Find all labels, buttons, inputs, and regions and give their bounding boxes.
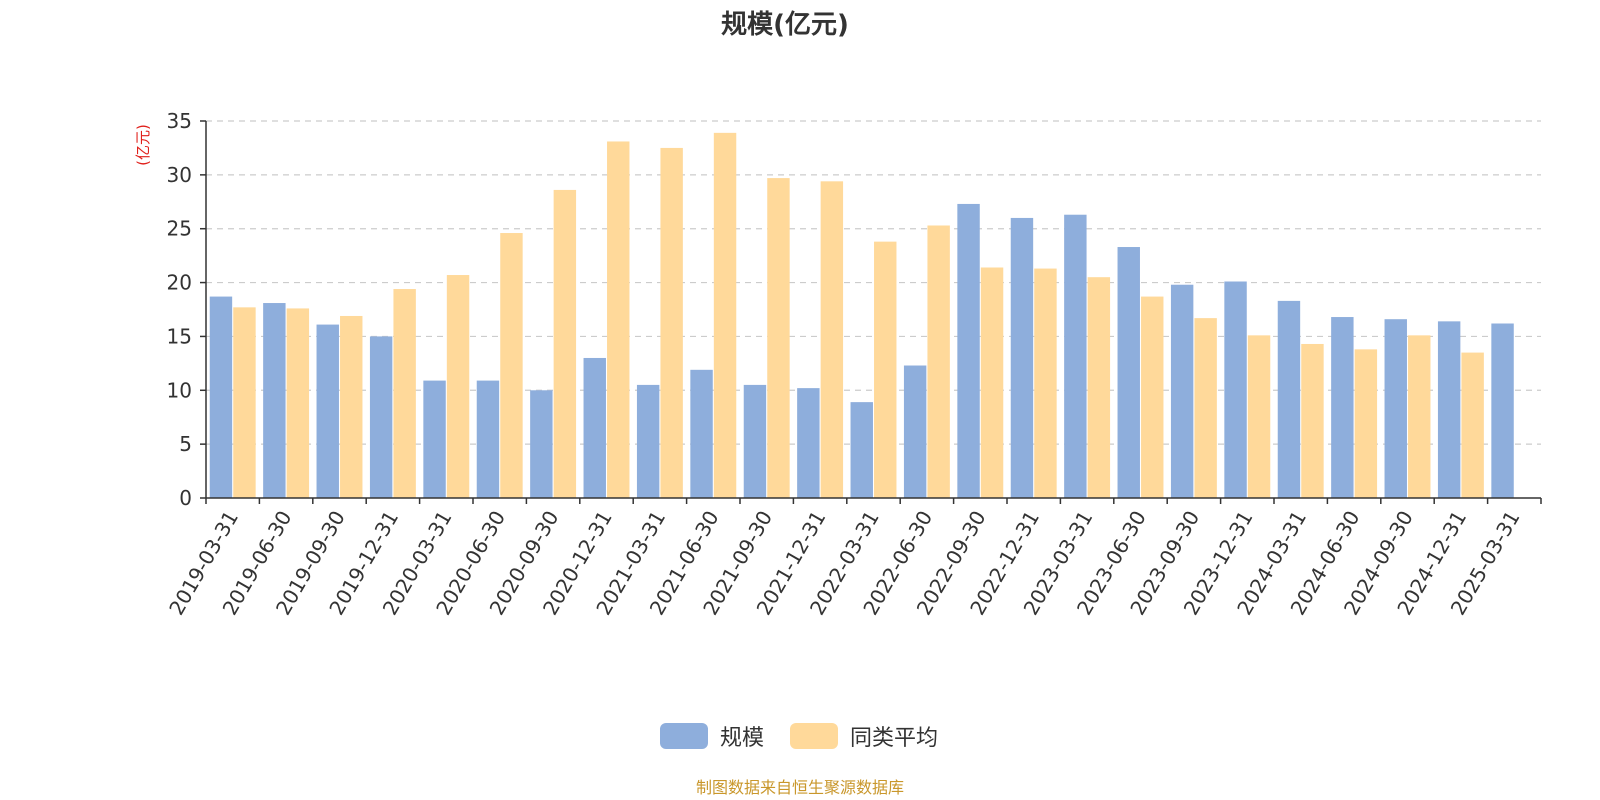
- y-tick-label: 20: [167, 271, 192, 295]
- bar-category-average: [713, 132, 737, 498]
- bar-category-average: [1301, 343, 1324, 498]
- data-source-note: 制图数据来自恒生聚源数据库: [696, 778, 904, 797]
- bar-scale: [1010, 217, 1034, 498]
- bar-category-average: [1408, 335, 1431, 498]
- bar-scale: [423, 380, 446, 498]
- y-tick-label: 15: [167, 324, 192, 348]
- bar-scale: [369, 336, 393, 498]
- bar-category-average: [286, 308, 310, 498]
- bar-category-average: [874, 241, 897, 498]
- bar-scale: [743, 384, 767, 498]
- legend-label: 同类平均: [850, 726, 938, 751]
- bar-scale: [797, 388, 820, 498]
- bar-category-average: [980, 267, 1004, 498]
- bar-scale: [583, 357, 606, 498]
- bar-category-average: [1087, 277, 1111, 498]
- bar-scale: [1224, 281, 1247, 498]
- bar-scale: [1437, 321, 1461, 498]
- bar-scale: [1170, 284, 1194, 498]
- bar-scale: [636, 384, 660, 498]
- y-tick-label: 5: [179, 432, 192, 456]
- legend-swatch: [790, 723, 838, 749]
- bar-category-average: [446, 275, 470, 498]
- bars: [209, 132, 1514, 499]
- y-tick-label: 0: [179, 486, 192, 510]
- bar-category-average: [340, 315, 363, 498]
- y-axis-label: (亿元): [134, 124, 152, 166]
- bar-category-average: [1461, 352, 1484, 498]
- bar-scale: [1277, 300, 1301, 498]
- bar-category-average: [1141, 296, 1164, 498]
- bar-scale: [476, 380, 500, 498]
- bar-category-average: [393, 289, 416, 498]
- bar-scale: [1331, 317, 1354, 498]
- bar-category-average: [820, 181, 844, 498]
- legend-label: 规模: [720, 726, 764, 751]
- bar-scale: [316, 324, 339, 498]
- bar-category-average: [660, 147, 683, 498]
- bar-scale: [850, 402, 873, 498]
- legend-swatch: [660, 723, 708, 749]
- bar-scale: [530, 390, 553, 498]
- bar-category-average: [1194, 318, 1217, 498]
- bar-scale: [1491, 323, 1514, 498]
- legend: 规模 同类平均: [660, 723, 938, 751]
- chart-title: 规模(亿元): [721, 10, 849, 40]
- bar-category-average: [233, 307, 256, 498]
- bar-category-average: [927, 225, 950, 499]
- bar-scale: [1064, 214, 1087, 498]
- bar-category-average: [1354, 349, 1378, 498]
- bar-scale: [209, 296, 233, 498]
- y-tick-label: 10: [167, 378, 192, 402]
- bar-category-average: [767, 178, 790, 499]
- bar-scale: [1117, 247, 1140, 498]
- bar-category-average: [607, 141, 630, 499]
- bar-scale: [957, 203, 980, 498]
- y-tick-label: 35: [167, 109, 192, 133]
- bar-scale: [263, 303, 286, 498]
- bar-category-average: [553, 189, 577, 499]
- bar-scale: [690, 369, 713, 498]
- bar-category-average: [1247, 335, 1271, 498]
- bar-category-average: [1034, 268, 1057, 498]
- y-tick-label: 25: [167, 217, 192, 241]
- y-tick-label: 30: [167, 163, 192, 187]
- bar-scale: [1384, 319, 1407, 498]
- bar-category-average: [500, 233, 523, 498]
- bar-scale: [903, 365, 927, 498]
